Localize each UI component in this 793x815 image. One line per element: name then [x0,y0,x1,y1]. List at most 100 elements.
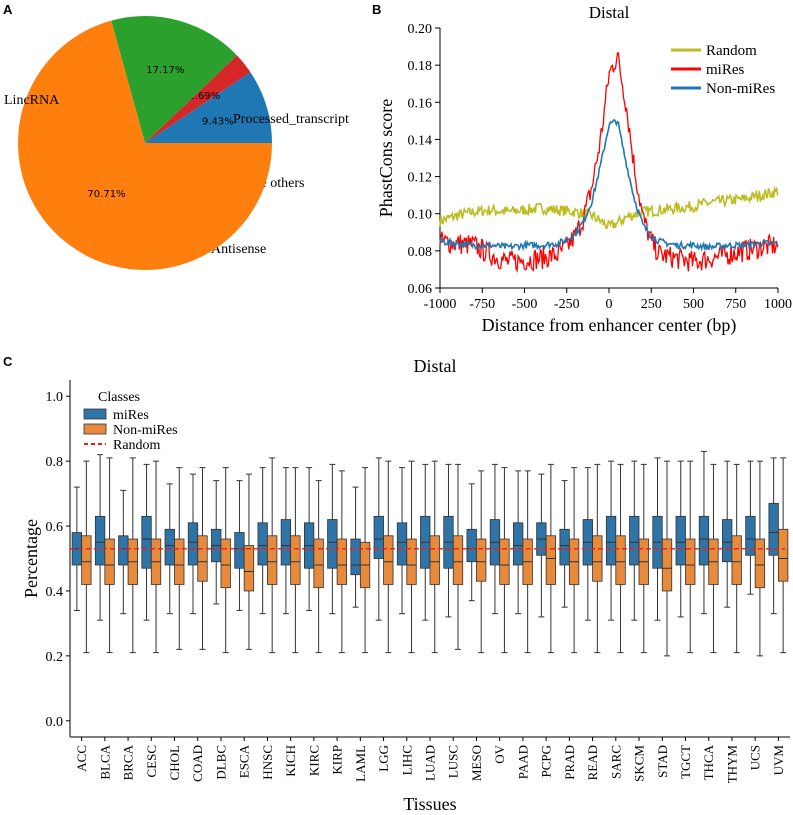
box-x-tick-label-uvm: UVM [771,745,786,776]
box-uvm-mires [768,502,779,556]
box-x-tick-label-esca: ESCA [237,744,252,778]
box-ucs-non-mires [754,538,766,589]
line-y-tick-label: 0.08 [408,245,433,260]
box-prad-mires [559,528,570,566]
line-x-tick-label: -1000 [424,297,457,312]
box-plot: Distal 0.0 0.2 0.4 0.6 0.8 1.0 Percentage Tissue… [21,356,790,814]
line-x-tick-label: 0 [606,297,613,312]
pie-pct-processed-transcript: 9.43% [202,116,234,127]
box-tgct-mires [675,515,686,566]
box-x-tick-label-stad: STAD [655,745,670,778]
box-legend-swatch-mires [83,408,107,420]
box-x-tick-label-ov: OV [492,744,507,763]
box-lusc-non-mires [452,535,464,585]
box-y-tick-label: 0.8 [46,455,64,470]
pie-label-antisense: Antisense [211,242,266,257]
line-y-tick-label: 0.12 [408,171,433,186]
panel-b-letter: B [372,2,381,17]
box-y-tick-label: 1.0 [46,390,64,405]
line-legend-label-random: Random [706,43,757,59]
box-x-tick-label-kich: KICH [283,745,298,777]
box-lgg-mires [373,515,384,559]
box-uvm-non-mires [777,528,789,582]
box-x-tick-label-ucs: UCS [748,745,763,770]
pie-label-lincrna: LincRNA [4,93,60,108]
line-x-tick-label: -500 [512,297,538,312]
line-x-tick-label: -250 [554,297,580,312]
box-x-tick-label-prad: PRAD [562,745,577,780]
box-sarc-mires [605,515,617,566]
line-y-axis-label: PhastCons score [376,99,396,218]
box-x-tick-label-blca: BLCA [97,744,112,779]
line-y-tick-label: 0.16 [408,96,433,111]
box-legend-title: Classes [98,390,140,405]
box-x-tick-label-laml: LAML [353,745,368,782]
pie-label-processed-transcript: Processed_transcript [233,112,349,127]
line-y-tick-label: 0.10 [408,208,433,223]
line-x-axis-label: Distance from enhancer center (bp) [482,315,737,336]
box-x-tick-label-pcpg: PCPG [539,745,554,778]
box-legend-label-non-mires: Non-miRes [113,423,178,438]
box-kich-mires [280,519,292,566]
pie-pct-the-others: 2.69% [189,91,221,102]
panel-a-letter: A [3,2,13,17]
box-esca-non-mires [243,545,255,592]
box-x-tick-label-read: READ [585,745,600,780]
line-x-tick-label: 500 [683,297,704,312]
box-y-tick-label: 0.2 [46,650,64,665]
box-x-tick-label-kirc: KIRC [306,745,321,776]
box-meso-non-mires [476,538,487,582]
pie-slice-antisense [111,16,237,144]
pie-pct-antisense: 17.17% [146,65,184,76]
pie-slice-the-others [145,55,251,144]
box-paad-mires [513,522,524,566]
box-x-tick-label-thym: THYM [724,745,739,784]
box-x-tick-label-lgg: LGG [376,745,391,772]
box-x-tick-label-brca: BRCA [121,744,136,780]
box-x-tick-label-lihc: LIHC [399,745,414,775]
box-kich-non-mires [290,535,301,585]
line-x-tick-label: -750 [469,297,495,312]
line-chart-title: Distal [589,3,630,22]
line-legend-label-non-mires: Non-miRes [706,81,775,97]
line-y-tick-label: 0.06 [408,282,433,297]
box-legend-label-mires: miRes [113,408,149,423]
box-dlbc-non-mires [220,538,231,589]
box-laml-mires [350,538,361,576]
box-meso-mires [466,528,477,563]
line-series-non-mires [439,118,779,252]
box-x-tick-label-coad: COAD [190,745,205,782]
box-chol-mires [164,528,175,566]
box-y-axis-label: Percentage [21,519,41,598]
panel-c-letter: C [3,354,13,369]
box-x-tick-label-lusc: LUSC [446,745,461,778]
box-esca-mires [234,532,245,569]
box-x-tick-label-thca: THCA [701,744,716,780]
box-sarc-non-mires [615,535,626,585]
line-series-mires [439,52,779,274]
box-x-tick-label-acc: ACC [74,745,89,772]
box-chol-non-mires [174,538,185,585]
box-x-tick-label-tgct: TGCT [678,745,693,779]
box-blca-mires [94,515,106,566]
box-y-tick-label: 0.0 [46,715,64,730]
box-y-tick-label: 0.4 [46,585,64,600]
box-plot-title: Distal [414,356,457,376]
box-thca-mires [698,515,710,566]
box-x-tick-label-sarc: SARC [608,745,623,779]
pie-pct-lincrna: 70.71% [87,189,125,200]
line-chart: Distal 0.06 0.08 0.10 0.12 0.14 0.16 0.18 0.20 -1… [376,3,792,336]
box-kirp-non-mires [336,538,347,585]
pie-slice-lincrna [17,20,272,271]
box-x-tick-label-cesc: CESC [144,745,159,778]
line-legend-label-mires: miRes [706,62,744,78]
box-thym-non-mires [731,535,742,585]
box-kirc-non-mires [313,538,324,589]
box-x-tick-label-meso: MESO [469,745,484,781]
box-skcm-mires [629,515,640,566]
box-x-tick-label-luad: LUAD [423,745,438,781]
line-series-random [439,185,779,230]
box-lgg-non-mires [383,535,394,585]
box-tgct-non-mires [685,538,696,585]
box-x-tick-label-skcm: SKCM [632,745,647,782]
